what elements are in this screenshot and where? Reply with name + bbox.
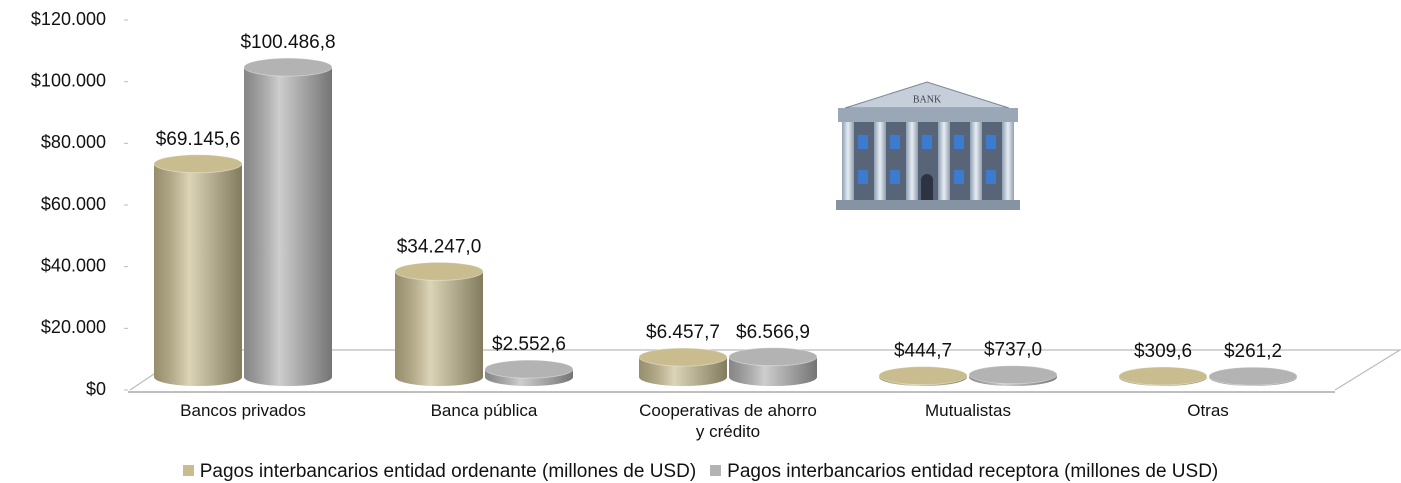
value-label: $69.145,6: [156, 129, 241, 150]
bar-cap: [969, 366, 1057, 384]
value-label: $2.552,6: [492, 334, 566, 355]
bar-cap: [244, 58, 332, 76]
x-tick-label: Bancos privados: [153, 400, 333, 421]
bar-cap: [1119, 367, 1207, 385]
legend: Pagos interbancarios entidad ordenante (…: [0, 461, 1401, 483]
bar-cap: [879, 367, 967, 385]
value-label: $34.247,0: [397, 236, 482, 257]
value-label: $6.457,7: [646, 322, 720, 343]
y-tick-label: $100.000: [31, 70, 106, 90]
bank-icon: BANK: [836, 82, 1020, 210]
bar-shade: [395, 271, 483, 386]
bar-cap: [154, 155, 242, 173]
y-tick-label: $40.000: [41, 255, 106, 275]
value-label: $6.566,9: [736, 322, 810, 343]
value-label: $444,7: [894, 341, 952, 362]
value-label: $100.486,8: [240, 32, 335, 53]
bar-cap: [639, 348, 727, 366]
y-tick-label: $120.000: [31, 9, 106, 29]
x-tick-label: Otras: [1118, 400, 1298, 421]
x-tick-label: Banca pública: [394, 400, 574, 421]
value-label: $737,0: [984, 340, 1042, 361]
legend-label: Pagos interbancarios entidad ordenante (…: [200, 461, 696, 482]
legend-swatch: [710, 465, 721, 476]
legend-item: Pagos interbancarios entidad ordenante (…: [183, 461, 696, 483]
y-tick-label: $60.000: [41, 194, 106, 214]
x-tick-label: Mutualistas: [878, 400, 1058, 421]
value-label: $261,2: [1224, 341, 1282, 362]
chart: BANK $0 $20.000 $40.000 $60.000 $80.000 $100.…: [0, 0, 1401, 455]
bar-cap: [1209, 367, 1297, 385]
legend-label: Pagos interbancarios entidad receptora (…: [727, 461, 1218, 482]
legend-swatch: [183, 465, 194, 476]
legend-item: Pagos interbancarios entidad receptora (…: [710, 461, 1218, 483]
y-tick-label: $20.000: [41, 317, 106, 337]
y-tick-label: $0: [86, 379, 106, 399]
bar-shade: [244, 67, 332, 386]
svg-text:BANK: BANK: [913, 94, 942, 105]
y-tick-label: $80.000: [41, 132, 106, 152]
bar-shade: [154, 164, 242, 386]
bar-cap: [395, 262, 483, 280]
value-label: $309,6: [1134, 341, 1192, 362]
bar-cap: [485, 360, 573, 378]
x-tick-label: Cooperativas de ahorro y crédito: [638, 400, 818, 442]
bar-cap: [729, 348, 817, 366]
chart-container: BANK $0 $20.000 $40.000 $60.000 $80.000 $100.…: [0, 0, 1401, 483]
